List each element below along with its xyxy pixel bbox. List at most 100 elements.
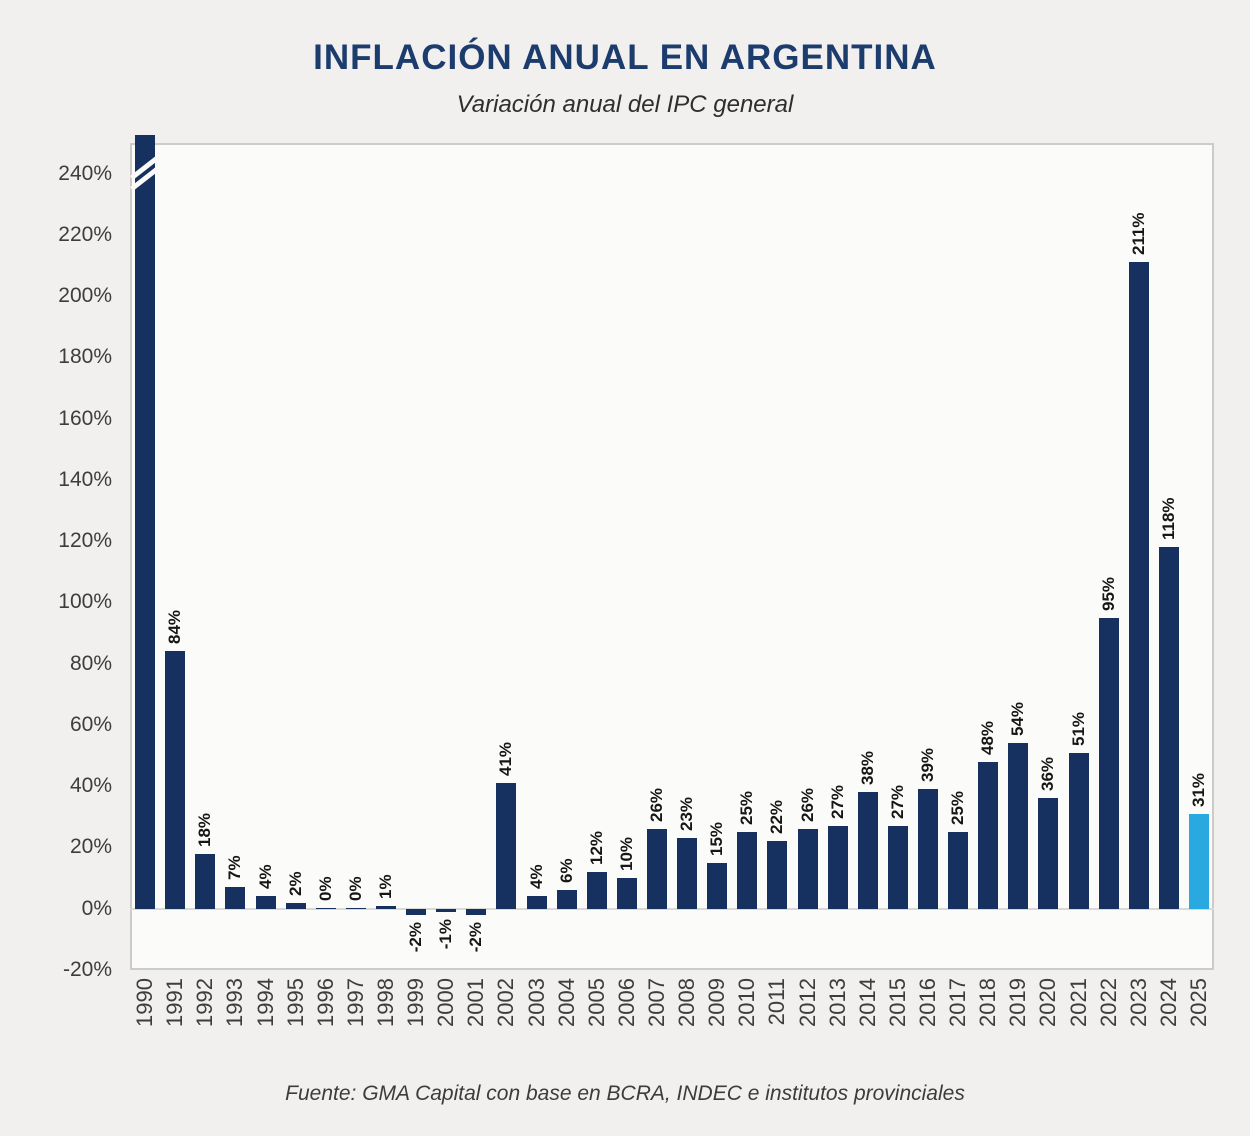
bar-1994	[255, 896, 276, 909]
y-axis-label: 120%	[58, 529, 112, 553]
bar-value-label: 22%	[767, 800, 787, 835]
x-axis-label: 2018	[975, 978, 1001, 1027]
bar-2008	[677, 838, 698, 909]
chart-source: Fuente: GMA Capital con base en BCRA, IN…	[285, 1082, 965, 1105]
bar-value-label: 4%	[526, 864, 546, 890]
bar-value-label: 18%	[195, 812, 215, 847]
x-axis-label: 1992	[192, 978, 218, 1027]
x-axis-label: 2021	[1065, 978, 1091, 1027]
x-axis-label: 1993	[222, 978, 248, 1027]
x-axis-label: 2005	[583, 978, 609, 1027]
x-axis-label: 2010	[734, 978, 760, 1027]
bar-value-label: 51%	[1068, 711, 1088, 746]
x-axis-label: 2017	[945, 978, 971, 1027]
x-axis-label: 1995	[282, 978, 308, 1027]
bar-value-label: 10%	[616, 837, 636, 872]
bar-2020	[1038, 798, 1059, 909]
bar-2009	[707, 862, 728, 909]
bar-value-label: 23%	[677, 797, 697, 832]
bar-value-label: 36%	[1038, 757, 1058, 792]
bar-value-label: 1%	[375, 874, 395, 899]
y-axis-label: 140%	[58, 467, 112, 491]
bar-value-label: 39%	[917, 748, 937, 783]
bar-1996	[315, 907, 336, 909]
bar-value-label: 27%	[827, 785, 847, 820]
bar-1993	[225, 887, 246, 909]
x-axis-label: 1996	[312, 978, 338, 1027]
x-axis-label: 2022	[1095, 978, 1121, 1027]
x-axis-label: 2003	[523, 978, 549, 1027]
x-axis-label: 1997	[342, 978, 368, 1027]
x-axis-label: 1998	[372, 978, 398, 1027]
bar-1995	[285, 902, 306, 909]
bar-2000	[436, 908, 457, 912]
x-axis-label: 2019	[1005, 978, 1031, 1027]
bar-value-label: 84%	[165, 610, 185, 645]
y-axis-label: 20%	[69, 835, 112, 859]
zero-baseline	[130, 907, 1214, 910]
bar-2021	[1068, 752, 1089, 909]
y-axis-label: -20%	[62, 958, 112, 981]
bar-2011	[767, 841, 788, 909]
bar-2001	[466, 908, 487, 915]
bar-2019	[1008, 743, 1029, 909]
x-axis-label: 2000	[433, 978, 459, 1027]
bar-2014	[857, 792, 878, 909]
bar-2004	[556, 890, 577, 909]
chart-title: INFLACIÓN ANUAL EN ARGENTINA	[313, 38, 937, 77]
x-axis-label: 2016	[914, 978, 940, 1027]
bar-value-label: 54%	[1008, 702, 1028, 737]
x-axis-label: 2004	[553, 978, 579, 1027]
bar-2023	[1128, 262, 1149, 909]
axis-break-mark	[128, 155, 162, 195]
x-axis-label: 2009	[704, 978, 730, 1027]
plot-area	[130, 143, 1214, 970]
x-axis-label: 2014	[854, 978, 880, 1027]
x-axis-label: 2023	[1125, 978, 1151, 1027]
bar-value-label: 2%	[285, 871, 305, 896]
x-axis-label: 2006	[613, 978, 639, 1027]
bar-1998	[375, 905, 396, 909]
bar-value-label: 7%	[225, 855, 245, 881]
bar-2015	[887, 826, 908, 909]
bar-value-label: 0%	[315, 876, 335, 901]
bar-2007	[646, 829, 667, 909]
bar-value-label: 31%	[1188, 772, 1208, 807]
bar-value-label: 27%	[887, 785, 907, 820]
x-axis-label: 2012	[794, 978, 820, 1027]
bar-value-label: 26%	[797, 788, 817, 823]
y-axis-label: 220%	[58, 222, 112, 246]
bar-value-label: 41%	[496, 742, 516, 777]
bar-2005	[586, 871, 607, 909]
y-axis-label: 200%	[58, 284, 112, 308]
x-axis-label: 2002	[493, 978, 519, 1027]
x-axis-label: 1990	[132, 978, 158, 1027]
bar-2010	[737, 832, 758, 909]
bar-value-label: 25%	[948, 791, 968, 826]
bar-2017	[948, 832, 969, 909]
y-axis-label: 100%	[58, 590, 112, 614]
bar-1991	[165, 651, 186, 909]
bar-value-label: 118%	[1158, 497, 1178, 541]
x-axis-label: 1999	[403, 978, 429, 1027]
bar-2022	[1098, 617, 1119, 909]
x-axis-label: 2008	[674, 978, 700, 1027]
bar-value-label: 0%	[345, 876, 365, 901]
bar-2025	[1188, 813, 1209, 909]
bar-value-label: 48%	[978, 720, 998, 755]
bar-value-label: 95%	[1098, 576, 1118, 611]
x-axis-label: 2025	[1185, 978, 1211, 1027]
x-axis-label: 2024	[1155, 978, 1181, 1027]
bar-1990	[135, 135, 156, 909]
bar-2016	[917, 789, 938, 909]
x-axis-label: 2013	[824, 978, 850, 1027]
bar-value-label: 15%	[707, 821, 727, 856]
y-axis-label: 80%	[69, 651, 112, 675]
x-axis-label: 1994	[252, 978, 278, 1027]
x-axis-label: 1991	[162, 978, 188, 1027]
bar-1999	[406, 908, 427, 915]
bar-2013	[827, 826, 848, 909]
chart-subtitle: Variación anual del IPC general	[456, 91, 794, 118]
bar-value-label: 12%	[586, 830, 606, 865]
